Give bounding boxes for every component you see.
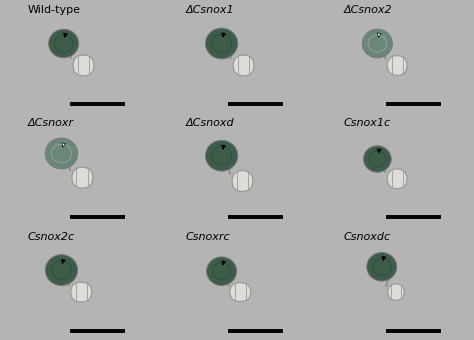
Ellipse shape <box>49 29 79 58</box>
Text: Csnox1c: Csnox1c <box>343 118 391 128</box>
FancyBboxPatch shape <box>72 167 93 188</box>
Text: ΔCsnox2: ΔCsnox2 <box>343 5 392 15</box>
FancyBboxPatch shape <box>388 284 404 300</box>
Ellipse shape <box>207 257 237 286</box>
Text: Csnoxdc: Csnoxdc <box>343 232 391 242</box>
Text: ΔCsnoxd: ΔCsnoxd <box>185 118 234 128</box>
FancyBboxPatch shape <box>73 55 94 76</box>
FancyBboxPatch shape <box>71 282 91 302</box>
Ellipse shape <box>362 29 392 58</box>
Ellipse shape <box>367 253 397 281</box>
FancyBboxPatch shape <box>233 55 254 76</box>
Text: Wild-type: Wild-type <box>27 5 81 15</box>
Ellipse shape <box>364 146 391 172</box>
Ellipse shape <box>46 138 78 169</box>
Ellipse shape <box>205 28 238 59</box>
Text: Csnoxrc: Csnoxrc <box>185 232 230 242</box>
FancyBboxPatch shape <box>387 56 407 75</box>
Text: ΔCsnoxr: ΔCsnoxr <box>27 118 73 128</box>
Ellipse shape <box>46 255 78 286</box>
Text: ΔCsnox1: ΔCsnox1 <box>185 5 234 15</box>
FancyBboxPatch shape <box>230 283 251 302</box>
Ellipse shape <box>205 140 238 171</box>
Text: Csnox2c: Csnox2c <box>27 232 74 242</box>
FancyBboxPatch shape <box>387 169 407 189</box>
FancyBboxPatch shape <box>232 171 253 191</box>
